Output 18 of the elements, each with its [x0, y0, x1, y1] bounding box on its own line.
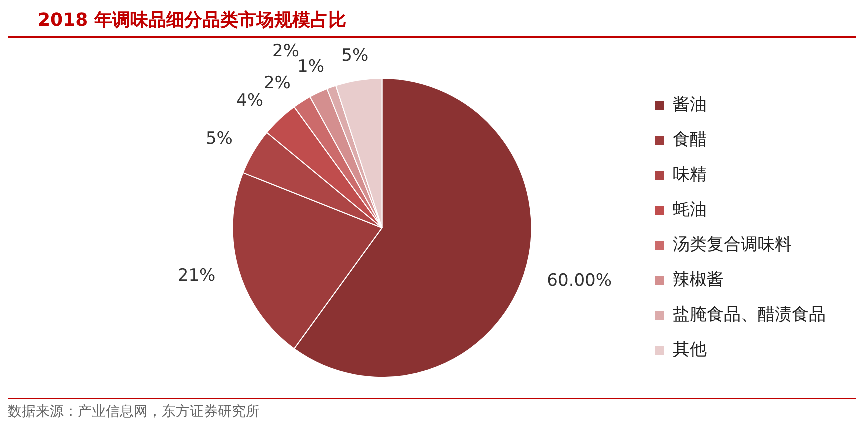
data-label: 5%	[206, 129, 233, 150]
legend-label: 盐腌食品、醋渍食品	[673, 304, 826, 325]
data-label: 2%	[264, 74, 291, 94]
legend-label: 味精	[673, 164, 707, 185]
legend-label: 酱油	[673, 94, 707, 115]
legend-label: 汤类复合调味料	[673, 234, 792, 255]
data-label: 21%	[178, 266, 216, 286]
legend-label: 其他	[673, 340, 707, 360]
data-label: 1%	[298, 57, 325, 78]
legend-label: 蚝油	[673, 200, 707, 220]
data-label: 4%	[236, 91, 264, 112]
data-label: 5%	[342, 46, 369, 66]
chart-title: 2018 年调味品细分品类市场规模占比	[8, 8, 856, 38]
data-label: 2%	[272, 42, 300, 62]
legend-label: 辣椒酱	[673, 270, 724, 290]
data-label: 60.00%	[547, 271, 612, 292]
source-note: 数据来源：产业信息网，东方证券研究所	[8, 398, 856, 421]
legend-label: 食醋	[673, 130, 707, 150]
